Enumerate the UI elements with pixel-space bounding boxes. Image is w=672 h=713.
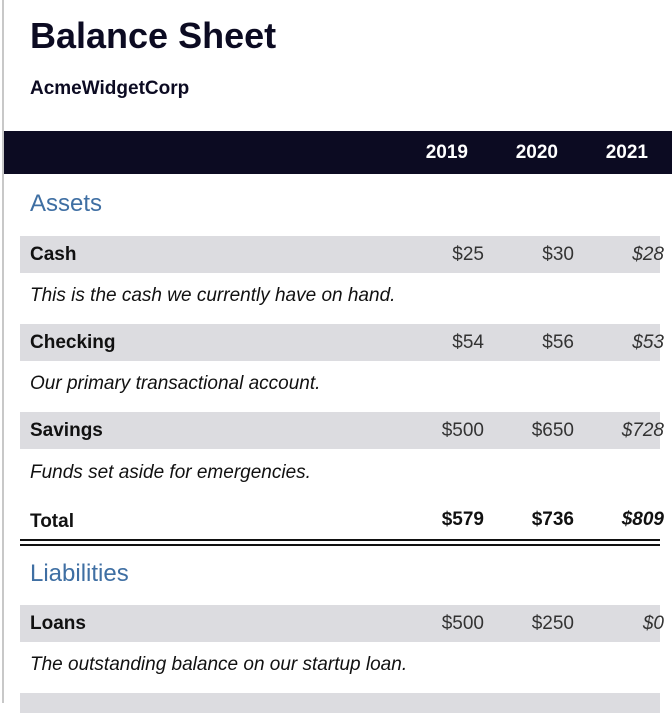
value-2021: $53 xyxy=(632,332,664,353)
year-header-bar: 2019 2020 2021 xyxy=(4,131,672,174)
value-2021: $728 xyxy=(621,420,664,441)
assets-total-row: Total $579 $736 $809 xyxy=(20,502,664,538)
table-row-partial xyxy=(20,693,660,713)
total-double-rule xyxy=(20,539,660,546)
year-header-2021: 2021 xyxy=(605,142,648,163)
value-2020: $650 xyxy=(531,420,574,441)
table-row-loans: Loans $500 $250 $0 xyxy=(20,605,664,642)
table-row-savings: Savings $500 $650 $728 xyxy=(20,412,664,449)
page-title: Balance Sheet xyxy=(30,15,277,56)
total-2019: $579 xyxy=(441,509,484,530)
row-label: Loans xyxy=(30,613,86,634)
value-2020: $250 xyxy=(531,613,574,634)
liabilities-section-title: Liabilities xyxy=(30,560,129,587)
row-description-checking: Our primary transactional account. xyxy=(30,373,321,394)
value-2019: $500 xyxy=(441,420,484,441)
row-description-loans: The outstanding balance on our startup l… xyxy=(30,654,408,675)
value-2019: $25 xyxy=(452,244,484,265)
year-header-2020: 2020 xyxy=(515,142,558,163)
total-2021: $809 xyxy=(621,509,664,530)
row-description-savings: Funds set aside for emergencies. xyxy=(30,462,311,483)
row-description-cash: This is the cash we currently have on ha… xyxy=(30,285,396,306)
value-2021: $0 xyxy=(642,613,664,634)
total-label: Total xyxy=(30,511,74,532)
table-row-checking: Checking $54 $56 $53 xyxy=(20,324,664,361)
table-row-cash: Cash $25 $30 $28 xyxy=(20,236,664,273)
company-name: AcmeWidgetCorp xyxy=(30,78,190,99)
assets-section-title: Assets xyxy=(30,190,103,217)
row-label: Cash xyxy=(30,244,77,265)
row-label: Savings xyxy=(30,420,103,441)
value-2019: $54 xyxy=(452,332,484,353)
value-2020: $30 xyxy=(542,244,574,265)
left-border xyxy=(2,0,4,703)
value-2020: $56 xyxy=(542,332,574,353)
year-header-2019: 2019 xyxy=(425,142,468,163)
row-label: Checking xyxy=(30,332,116,353)
total-2020: $736 xyxy=(531,509,574,530)
value-2019: $500 xyxy=(441,613,484,634)
value-2021: $28 xyxy=(632,244,664,265)
